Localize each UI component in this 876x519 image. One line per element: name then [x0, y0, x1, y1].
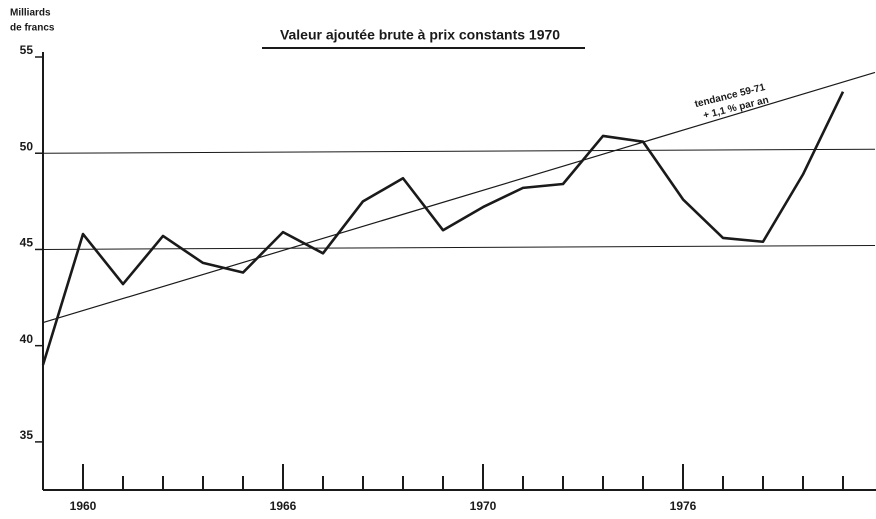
grid-line [42, 244, 876, 250]
chart-title: Valeur ajoutée brute à prix constants 19… [280, 27, 560, 43]
grid-line [42, 148, 876, 154]
x-tick-label: 1970 [470, 499, 497, 513]
x-tick-label: 1960 [70, 499, 97, 513]
data-line [41, 91, 845, 366]
trend-line [42, 71, 876, 324]
y-tick-label: 55 [20, 43, 34, 57]
x-tick-label: 1976 [670, 499, 697, 513]
y-tick-label: 40 [20, 332, 34, 346]
y-tick-label: 35 [20, 428, 34, 442]
y-axis-label: Milliards [10, 8, 51, 19]
y-tick-label: 45 [20, 236, 34, 250]
y-axis-label: de francs [10, 23, 55, 34]
y-tick-label: 50 [20, 139, 34, 153]
x-tick-label: 1966 [270, 499, 297, 513]
